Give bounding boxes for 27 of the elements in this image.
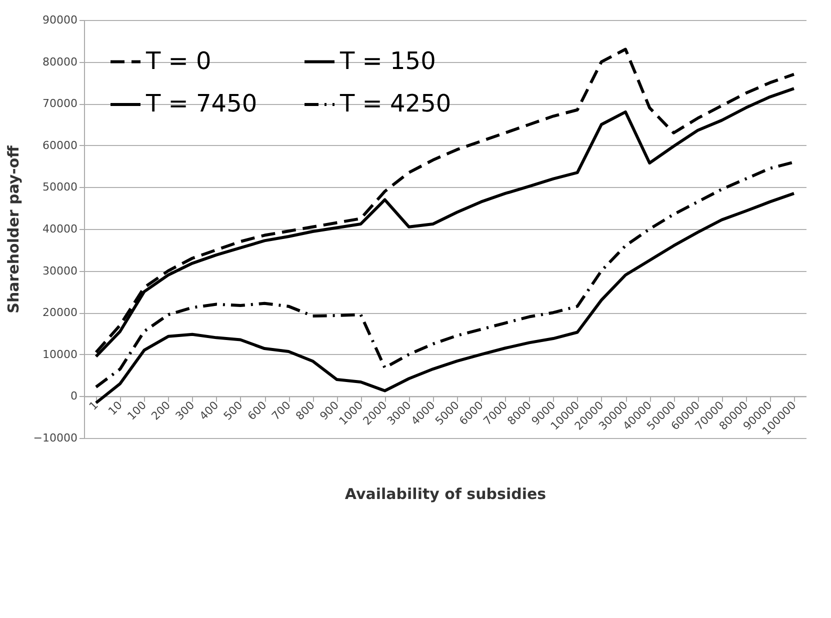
y-tick-label: 70000 (42, 97, 78, 110)
x-tick-label: 600 (245, 398, 270, 423)
y-tick-label: 80000 (42, 55, 78, 68)
x-tick-label: 800 (293, 398, 318, 423)
y-tick-label: 10000 (42, 348, 78, 361)
y-tick-label: 90000 (42, 14, 78, 26)
y-axis-title: Shareholder pay-off (4, 144, 22, 314)
y-tick-label: 30000 (42, 264, 78, 278)
legend-label: T = 150 (339, 46, 436, 75)
x-tick-label: 700 (269, 398, 294, 423)
x-tick-label: 100 (124, 398, 149, 423)
legend-label: T = 4250 (339, 90, 452, 118)
legend-label: T = 0 (145, 46, 212, 75)
legend-label: T = 7450 (145, 90, 258, 118)
y-tick-label: −10000 (33, 432, 78, 444)
y-tick-label: 20000 (42, 306, 78, 320)
y-tick-label: 60000 (42, 138, 78, 152)
y-tick-label: 50000 (42, 180, 78, 194)
x-axis-title: Availability of subsidies (344, 484, 546, 503)
y-tick-label: 0 (70, 390, 78, 403)
x-tick-label: 200 (148, 398, 173, 423)
x-tick-label: 400 (197, 398, 222, 423)
x-tick-label: 500 (221, 398, 246, 423)
x-tick-label: 300 (173, 398, 198, 423)
y-tick-label: 40000 (42, 222, 78, 236)
x-tick-label: 10 (106, 398, 125, 418)
x-tick-label: 1 (86, 398, 101, 413)
